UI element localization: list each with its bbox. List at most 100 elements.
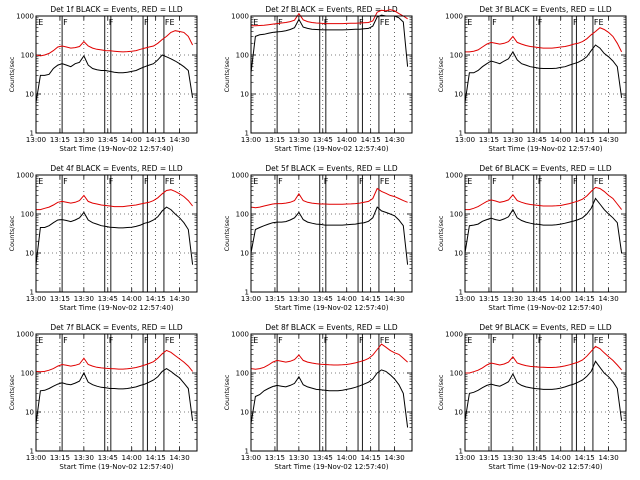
flag-label: E xyxy=(467,177,472,186)
y-tick-label: 100 xyxy=(450,211,463,219)
flag-label: F xyxy=(492,18,497,27)
x-tick-label: 13:15 xyxy=(50,295,70,303)
flag-label: F xyxy=(573,177,578,186)
y-tick-label: 1000 xyxy=(445,172,463,180)
lld-series-line xyxy=(250,343,408,370)
y-tick-label: 1 xyxy=(459,130,463,138)
x-tick-label: 13:45 xyxy=(98,454,118,462)
x-tick-label: 13:15 xyxy=(265,454,285,462)
x-tick-label: 14:30 xyxy=(385,295,405,303)
y-tick-label: 1000 xyxy=(445,13,463,21)
x-tick-label: 13:45 xyxy=(527,136,547,144)
x-tick-label: 13:00 xyxy=(26,295,46,303)
x-tick-label: 14:15 xyxy=(146,295,166,303)
plot-frame xyxy=(464,333,627,452)
flag-label: FE xyxy=(165,177,175,186)
panel-title: Det 9f BLACK = Events, RED = LLD xyxy=(479,323,612,332)
y-axis-label: Counts/sec xyxy=(8,374,16,410)
flag-label: FE xyxy=(165,18,175,27)
x-tick-label: 14:30 xyxy=(385,454,405,462)
y-tick-label: 1000 xyxy=(231,13,249,21)
events-series-line xyxy=(35,54,194,103)
x-tick-label: 13:30 xyxy=(289,454,309,462)
panel-title: Det 3f BLACK = Events, RED = LLD xyxy=(479,5,612,14)
flag-label: F xyxy=(359,177,364,186)
x-tick-label: 13:15 xyxy=(265,295,285,303)
x-tick-label: 14:30 xyxy=(599,136,619,144)
x-tick-label: 13:15 xyxy=(479,295,499,303)
x-tick-label: 14:15 xyxy=(146,454,166,462)
lld-series-line xyxy=(465,27,623,53)
y-tick-label: 1000 xyxy=(16,172,34,180)
flag-label: FE xyxy=(380,336,390,345)
x-tick-label: 13:45 xyxy=(313,136,333,144)
x-tick-label: 13:45 xyxy=(98,295,118,303)
flag-label: F xyxy=(144,177,149,186)
x-axis-label: Start Time (19-Nov-02 12:57:40) xyxy=(488,304,602,312)
x-axis-label: Start Time (19-Nov-02 12:57:40) xyxy=(488,145,602,153)
x-tick-label: 13:45 xyxy=(527,454,547,462)
flag-label: E xyxy=(467,18,472,27)
lld-series-line xyxy=(465,186,622,211)
x-tick-label: 14:30 xyxy=(170,454,190,462)
x-tick-label: 14:30 xyxy=(170,295,190,303)
x-tick-label: 14:00 xyxy=(122,454,142,462)
flag-label: F xyxy=(278,177,283,186)
y-axis-label: Counts/sec xyxy=(437,374,445,410)
y-tick-label: 10 xyxy=(454,409,463,417)
flag-label: FE xyxy=(594,18,604,27)
flag-label: F xyxy=(63,177,68,186)
y-tick-label: 100 xyxy=(236,52,249,60)
flag-label: F xyxy=(324,336,329,345)
flag-label: F xyxy=(63,18,68,27)
flag-label: E xyxy=(38,336,43,345)
x-tick-label: 13:45 xyxy=(313,295,333,303)
flag-label: F xyxy=(144,18,149,27)
x-tick-label: 14:00 xyxy=(337,454,357,462)
y-tick-label: 1000 xyxy=(16,331,34,339)
flag-label: E xyxy=(467,336,472,345)
x-tick-label: 13:00 xyxy=(241,295,261,303)
x-tick-label: 13:00 xyxy=(26,454,46,462)
x-tick-label: 14:30 xyxy=(170,136,190,144)
panel-title: Det 7f BLACK = Events, RED = LLD xyxy=(50,323,183,332)
x-axis-label: Start Time (19-Nov-02 12:57:40) xyxy=(59,463,173,471)
flag-label: FE xyxy=(594,336,604,345)
plot-frame xyxy=(35,15,198,134)
x-tick-label: 14:00 xyxy=(337,136,357,144)
y-axis-label: Counts/sec xyxy=(437,215,445,251)
x-tick-label: 14:15 xyxy=(361,295,381,303)
y-tick-label: 10 xyxy=(25,409,34,417)
lld-series-line xyxy=(35,349,193,373)
x-tick-label: 14:00 xyxy=(337,295,357,303)
plot-frame xyxy=(464,15,627,134)
y-tick-label: 1000 xyxy=(445,331,463,339)
y-tick-label: 10 xyxy=(240,91,249,99)
y-tick-label: 10 xyxy=(25,91,34,99)
events-series-line xyxy=(464,44,623,103)
plot-frame xyxy=(35,333,198,452)
panel-title: Det 4f BLACK = Events, RED = LLD xyxy=(50,164,183,173)
flag-label: F xyxy=(324,177,329,186)
plot-frame xyxy=(35,174,198,293)
flag-label: F xyxy=(278,18,283,27)
y-tick-label: 1 xyxy=(30,448,34,456)
flag-label: FE xyxy=(165,336,175,345)
x-tick-label: 14:00 xyxy=(551,295,571,303)
events-series-line xyxy=(35,368,194,424)
x-tick-label: 14:15 xyxy=(575,295,595,303)
y-tick-label: 100 xyxy=(21,211,34,219)
x-axis-label: Start Time (19-Nov-02 12:57:40) xyxy=(274,304,388,312)
y-tick-label: 1000 xyxy=(16,13,34,21)
lld-series-line xyxy=(250,187,408,209)
y-tick-label: 1 xyxy=(245,130,249,138)
plot-frame xyxy=(250,174,413,293)
